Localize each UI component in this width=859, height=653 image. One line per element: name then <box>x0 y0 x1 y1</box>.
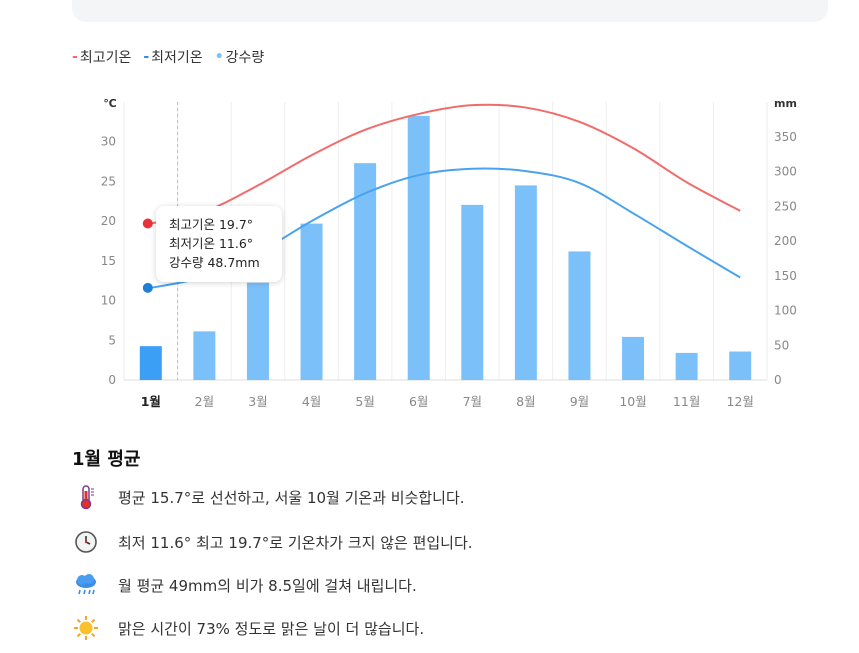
month-label: 7월 <box>463 394 482 409</box>
legend-label-low: 최저기온 <box>151 50 203 66</box>
left-axis-unit: ℃ <box>103 97 116 110</box>
fact-rain: 월 평균 49mm의 비가 8.5일에 걸쳐 내립니다. <box>72 571 417 599</box>
chart-tooltip: 최고기온 19.7° 최저기온 11.6° 강수량 48.7mm <box>156 206 282 282</box>
right-tick-label: 200 <box>774 234 797 248</box>
legend-item-high[interactable]: - 최고기온 <box>72 47 131 67</box>
sun-icon <box>72 614 100 642</box>
high-temp-line <box>150 103 741 225</box>
month-label: 12월 <box>727 394 754 409</box>
tooltip-low: 최저기온 11.6° <box>169 236 254 251</box>
month-label: 5월 <box>355 394 374 409</box>
left-tick-label: 15 <box>101 254 116 268</box>
rain-bar <box>193 331 216 380</box>
legend-mark-high: - <box>72 49 78 65</box>
rain-bar <box>675 352 698 380</box>
month-label: 2월 <box>195 394 214 409</box>
month-label: 4월 <box>302 394 321 409</box>
rain-bar <box>139 346 162 380</box>
tooltip-rain: 강수량 48.7mm <box>169 255 260 270</box>
fact-text-sunshine: 맑은 시간이 73% 정도로 맑은 날이 더 많습니다. <box>118 619 425 638</box>
left-tick-label: 20 <box>101 214 116 228</box>
rain-bar <box>300 223 323 380</box>
legend-label-high: 최고기온 <box>79 50 132 66</box>
rain-bar <box>568 251 591 380</box>
left-tick-label: 25 <box>101 174 116 188</box>
top-panel-edge <box>72 0 828 22</box>
fact-text-temperature: 평균 15.7°로 선선하고, 서울 10월 기온과 비슷합니다. <box>118 488 465 507</box>
right-tick-label: 300 <box>774 165 797 179</box>
left-tick-label: 0 <box>108 373 116 387</box>
rain-bars <box>139 115 752 381</box>
right-tick-label: 50 <box>774 338 789 352</box>
high-temp-point <box>142 218 153 229</box>
left-tick-label: 10 <box>101 294 116 308</box>
month-label: 1월 <box>141 394 161 409</box>
legend-label-rain: 강수량 <box>225 50 265 66</box>
chart-axes: ℃ 0 5 10 15 20 25 30 mm 0 50 100 150 200 250 300 350 1월 2월… <box>101 97 797 409</box>
legend-mark-rain: • <box>214 49 224 65</box>
left-tick-label: 30 <box>101 135 116 149</box>
fact-text-rain: 월 평균 49mm의 비가 8.5일에 걸쳐 내립니다. <box>118 576 417 595</box>
clock-icon <box>72 528 100 556</box>
month-label: 8월 <box>516 394 535 409</box>
right-tick-label: 100 <box>774 304 797 318</box>
rain-cloud-icon <box>72 571 100 599</box>
chart-grid <box>123 102 768 381</box>
right-tick-label: 250 <box>774 199 797 213</box>
rain-bar <box>729 351 752 380</box>
right-tick-label: 0 <box>774 373 782 387</box>
rain-bar <box>354 163 377 380</box>
fact-text-range: 최저 11.6° 최고 19.7°로 기온차가 크지 않은 편입니다. <box>118 533 473 552</box>
fact-sunshine: 맑은 시간이 73% 정도로 맑은 날이 더 많습니다. <box>72 614 424 642</box>
month-label: 11월 <box>673 394 700 409</box>
rain-bar <box>461 204 484 380</box>
right-axis-unit: mm <box>774 97 797 110</box>
legend-mark-low: - <box>143 49 150 65</box>
fact-range: 최저 11.6° 최고 19.7°로 기온차가 크지 않은 편입니다. <box>72 528 473 556</box>
rain-bar <box>514 185 537 380</box>
month-label: 10월 <box>619 394 646 409</box>
selected-points <box>142 218 153 293</box>
legend-item-rain[interactable]: • 강수량 <box>215 47 265 67</box>
rain-bar <box>246 282 269 380</box>
month-label: 3월 <box>248 394 267 409</box>
climate-chart-svg: ℃ 0 5 10 15 20 25 30 mm 0 50 100 150 200 250 300 350 1월 2월… <box>101 97 797 409</box>
summary-title: 1월 평균 <box>72 449 141 470</box>
right-tick-label: 150 <box>774 269 797 283</box>
right-tick-label: 350 <box>774 130 797 144</box>
low-temp-point <box>142 282 153 293</box>
left-tick-label: 5 <box>108 333 116 347</box>
thermometer-icon <box>72 483 100 511</box>
rain-bar <box>407 115 430 381</box>
month-label: 6월 <box>409 394 428 409</box>
rain-bar <box>622 336 645 380</box>
fact-temperature: 평균 15.7°로 선선하고, 서울 10월 기온과 비슷합니다. <box>72 483 465 511</box>
tooltip-high: 최고기온 19.7° <box>169 217 254 232</box>
month-label: 9월 <box>570 394 589 409</box>
climate-chart[interactable]: ℃ 0 5 10 15 20 25 30 mm 0 50 100 150 200 250 300 350 1월 2월… <box>0 80 859 420</box>
chart-legend: - 최고기온 - 최저기온 • 강수량 <box>72 46 270 68</box>
legend-item-low[interactable]: - 최저기온 <box>143 47 202 67</box>
